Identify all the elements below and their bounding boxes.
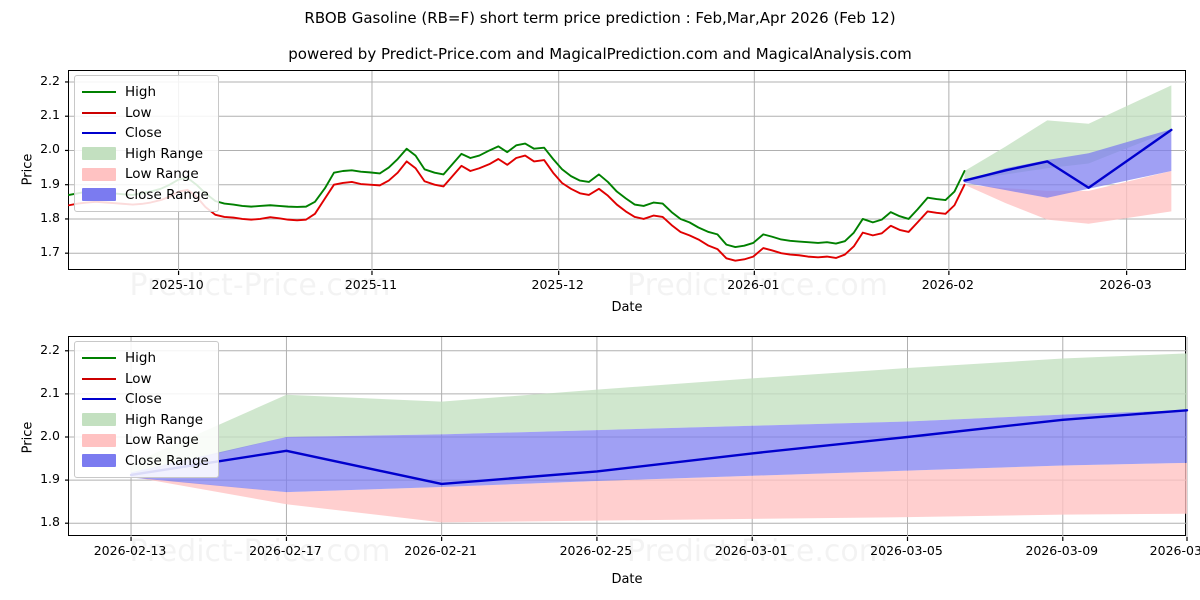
x-tick-label: 2026-03: [1099, 277, 1152, 292]
y-tick-label: 1.8: [40, 514, 60, 530]
legend-label: Low: [125, 104, 152, 121]
bottom-chart-svg: [65, 337, 1189, 541]
bottom-plot-area: [65, 336, 1189, 541]
legend-item: Close Range: [82, 185, 209, 206]
legend-patch-swatch: [82, 147, 116, 161]
legend-line-swatch: [82, 398, 116, 401]
legend-item: Low: [82, 103, 209, 124]
legend-label: Close: [125, 391, 162, 408]
legend-item: Low: [82, 369, 209, 390]
series-line-close: [129, 409, 1189, 486]
legend-item: High: [82, 82, 209, 103]
legend-label: Close Range: [125, 452, 209, 469]
page-subtitle: powered by Predict-Price.com and Magical…: [288, 45, 912, 63]
x-tick-label: 2025-10: [151, 277, 204, 292]
top-chart-panel: Price Predict-Price.comPredict-Price.com…: [21, 70, 1187, 315]
legend-label: Low Range: [125, 432, 199, 449]
top-chart-svg: [65, 71, 1187, 275]
bottom-chart-panel: Price Predict-Price.comPredict-Price.com…: [0, 320, 1200, 600]
y-tick-label: 2.0: [40, 428, 60, 443]
x-tick-label: 2026-03-01: [714, 543, 788, 558]
x-tick-label: 2025-11: [344, 277, 398, 292]
legend-label: Low: [125, 370, 152, 387]
legend-item: Low Range: [82, 430, 209, 451]
legend-item: Low Range: [82, 164, 209, 185]
bottom-x-axis-label: Date: [611, 572, 643, 587]
legend-item: High: [82, 348, 209, 369]
legend-patch-swatch: [82, 413, 116, 427]
x-tick-label: 2026-03-09: [1025, 543, 1099, 558]
legend-patch-swatch: [82, 433, 116, 447]
legend-item: Close: [82, 123, 209, 144]
legend-line-swatch: [82, 132, 116, 135]
chart-legend: High Low Close High Range Low Range Close Ran…: [74, 341, 219, 478]
legend-patch-swatch: [82, 167, 116, 181]
page-title: RBOB Gasoline (RB=F) short term price pr…: [304, 9, 896, 27]
legend-item: High Range: [82, 410, 209, 431]
top-plot-area: [65, 70, 1187, 275]
x-tick-label: 2026-02: [921, 277, 974, 292]
band-close-range: [131, 410, 1187, 493]
y-tick-label: 2.1: [40, 107, 60, 123]
chart-legend: High Low Close High Range Low Range Close Ran…: [74, 75, 219, 212]
x-tick-label: 2026-03-13: [1149, 543, 1200, 558]
x-tick-label: 2026-02-17: [249, 543, 322, 558]
band-high-range: [131, 353, 1187, 475]
legend-line-swatch: [82, 357, 116, 360]
band-high-range: [964, 85, 1172, 181]
y-tick-label: 1.9: [40, 175, 60, 191]
y-tick-label: 1.9: [40, 471, 60, 487]
legend-label: High: [125, 350, 157, 367]
legend-label: High: [125, 84, 157, 101]
legend-label: High Range: [125, 145, 204, 162]
top-x-axis-label: Date: [611, 300, 643, 315]
x-tick-label: 2026-02-21: [404, 543, 477, 558]
legend-item: Close Range: [82, 451, 209, 472]
legend-label: Close Range: [125, 186, 209, 203]
x-tick-label: 2026-02-13: [93, 543, 167, 558]
y-tick-label: 1.7: [40, 244, 60, 260]
legend-line-swatch: [82, 377, 116, 380]
band-low-range: [964, 171, 1172, 224]
legend-label: Low Range: [125, 166, 199, 183]
legend-item: High Range: [82, 144, 209, 165]
series-line-close: [963, 128, 1173, 189]
y-tick-label: 2.1: [40, 384, 60, 400]
y-tick-label: 2.2: [40, 72, 60, 88]
band-low-range: [131, 462, 1187, 523]
x-tick-label: 2026-02-25: [559, 543, 633, 558]
legend-line-swatch: [82, 111, 116, 114]
legend-label: Close: [125, 125, 162, 142]
legend-item: Close: [82, 389, 209, 410]
y-tick-label: 2.2: [40, 341, 60, 357]
legend-patch-swatch: [82, 454, 116, 468]
series-line-low: [68, 154, 966, 262]
legend-label: High Range: [125, 411, 204, 428]
legend-patch-swatch: [82, 188, 116, 202]
x-tick-label: 2025-12: [531, 277, 584, 292]
x-tick-label: 2026-01: [727, 277, 780, 292]
legend-line-swatch: [82, 91, 116, 94]
y-tick-label: 1.8: [40, 209, 60, 225]
x-tick-label: 2026-03-05: [870, 543, 943, 558]
band-close-range: [964, 129, 1172, 198]
y-tick-label: 2.0: [40, 141, 60, 157]
